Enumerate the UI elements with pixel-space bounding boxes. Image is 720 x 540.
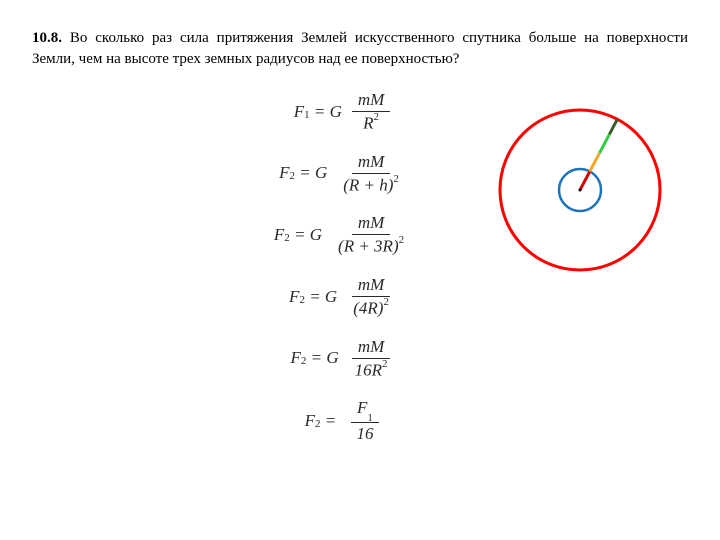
eq1-num: mM: [352, 90, 390, 112]
eq4-num: mM: [352, 275, 390, 297]
radius-seg-orange: [590, 153, 600, 172]
eq6-lhs-var: F: [305, 411, 315, 431]
radius-seg-green: [600, 134, 610, 153]
equation-6: F2 = F1 16: [162, 398, 522, 443]
eq2-lhs-sub: 2: [289, 170, 295, 182]
equation-2: F2 = G mM (R + h)2: [162, 152, 522, 196]
eq2-num: mM: [352, 152, 390, 174]
eq1-den: R2: [357, 112, 385, 134]
eq4-G: G: [325, 287, 337, 307]
orbit-diagram: [495, 105, 665, 275]
eq5-lhs-var: F: [290, 348, 300, 368]
eq2-lhs-var: F: [279, 163, 289, 183]
eq6-num: F1: [351, 398, 379, 422]
equation-5: F2 = G mM 16R2: [162, 337, 522, 381]
eq5-den: 16R2: [349, 359, 394, 381]
equation-4: F2 = G mM (4R)2: [162, 275, 522, 319]
eq5-G: G: [326, 348, 338, 368]
center-dot: [579, 189, 582, 192]
eq5-num: mM: [352, 337, 390, 359]
eq4-den: (4R)2: [347, 297, 395, 319]
problem-number: 10.8.: [32, 30, 62, 46]
eq3-den: (R + 3R)2: [332, 235, 410, 257]
equation-3: F2 = G mM (R + 3R)2: [162, 213, 522, 257]
eq4-lhs-var: F: [289, 287, 299, 307]
eq3-lhs-sub: 2: [284, 232, 290, 244]
eq4-lhs-sub: 2: [299, 294, 305, 306]
eq2-den: (R + h)2: [337, 174, 405, 196]
radius-seg-dark: [609, 119, 617, 134]
eq6-lhs-sub: 2: [315, 418, 321, 430]
eq1-lhs-var: F: [294, 102, 304, 122]
radius-seg-red: [580, 171, 590, 190]
eq3-G: G: [310, 225, 322, 245]
eq2-G: G: [315, 163, 327, 183]
eq1-G: G: [330, 102, 342, 122]
equation-1: F1 = G mM R2: [162, 90, 522, 134]
eq6-den: 16: [350, 423, 379, 444]
eq3-lhs-var: F: [274, 225, 284, 245]
problem-statement: 10.8. Во сколько раз сила притяжения Зем…: [32, 28, 688, 70]
equation-block: F1 = G mM R2 F2 = G mM (R + h)2 F2: [162, 90, 522, 444]
eq5-lhs-sub: 2: [301, 355, 307, 367]
problem-text-body: Во сколько раз сила притяжения Землей ис…: [32, 30, 688, 67]
eq1-lhs-sub: 1: [304, 109, 310, 121]
eq3-num: mM: [352, 213, 390, 235]
